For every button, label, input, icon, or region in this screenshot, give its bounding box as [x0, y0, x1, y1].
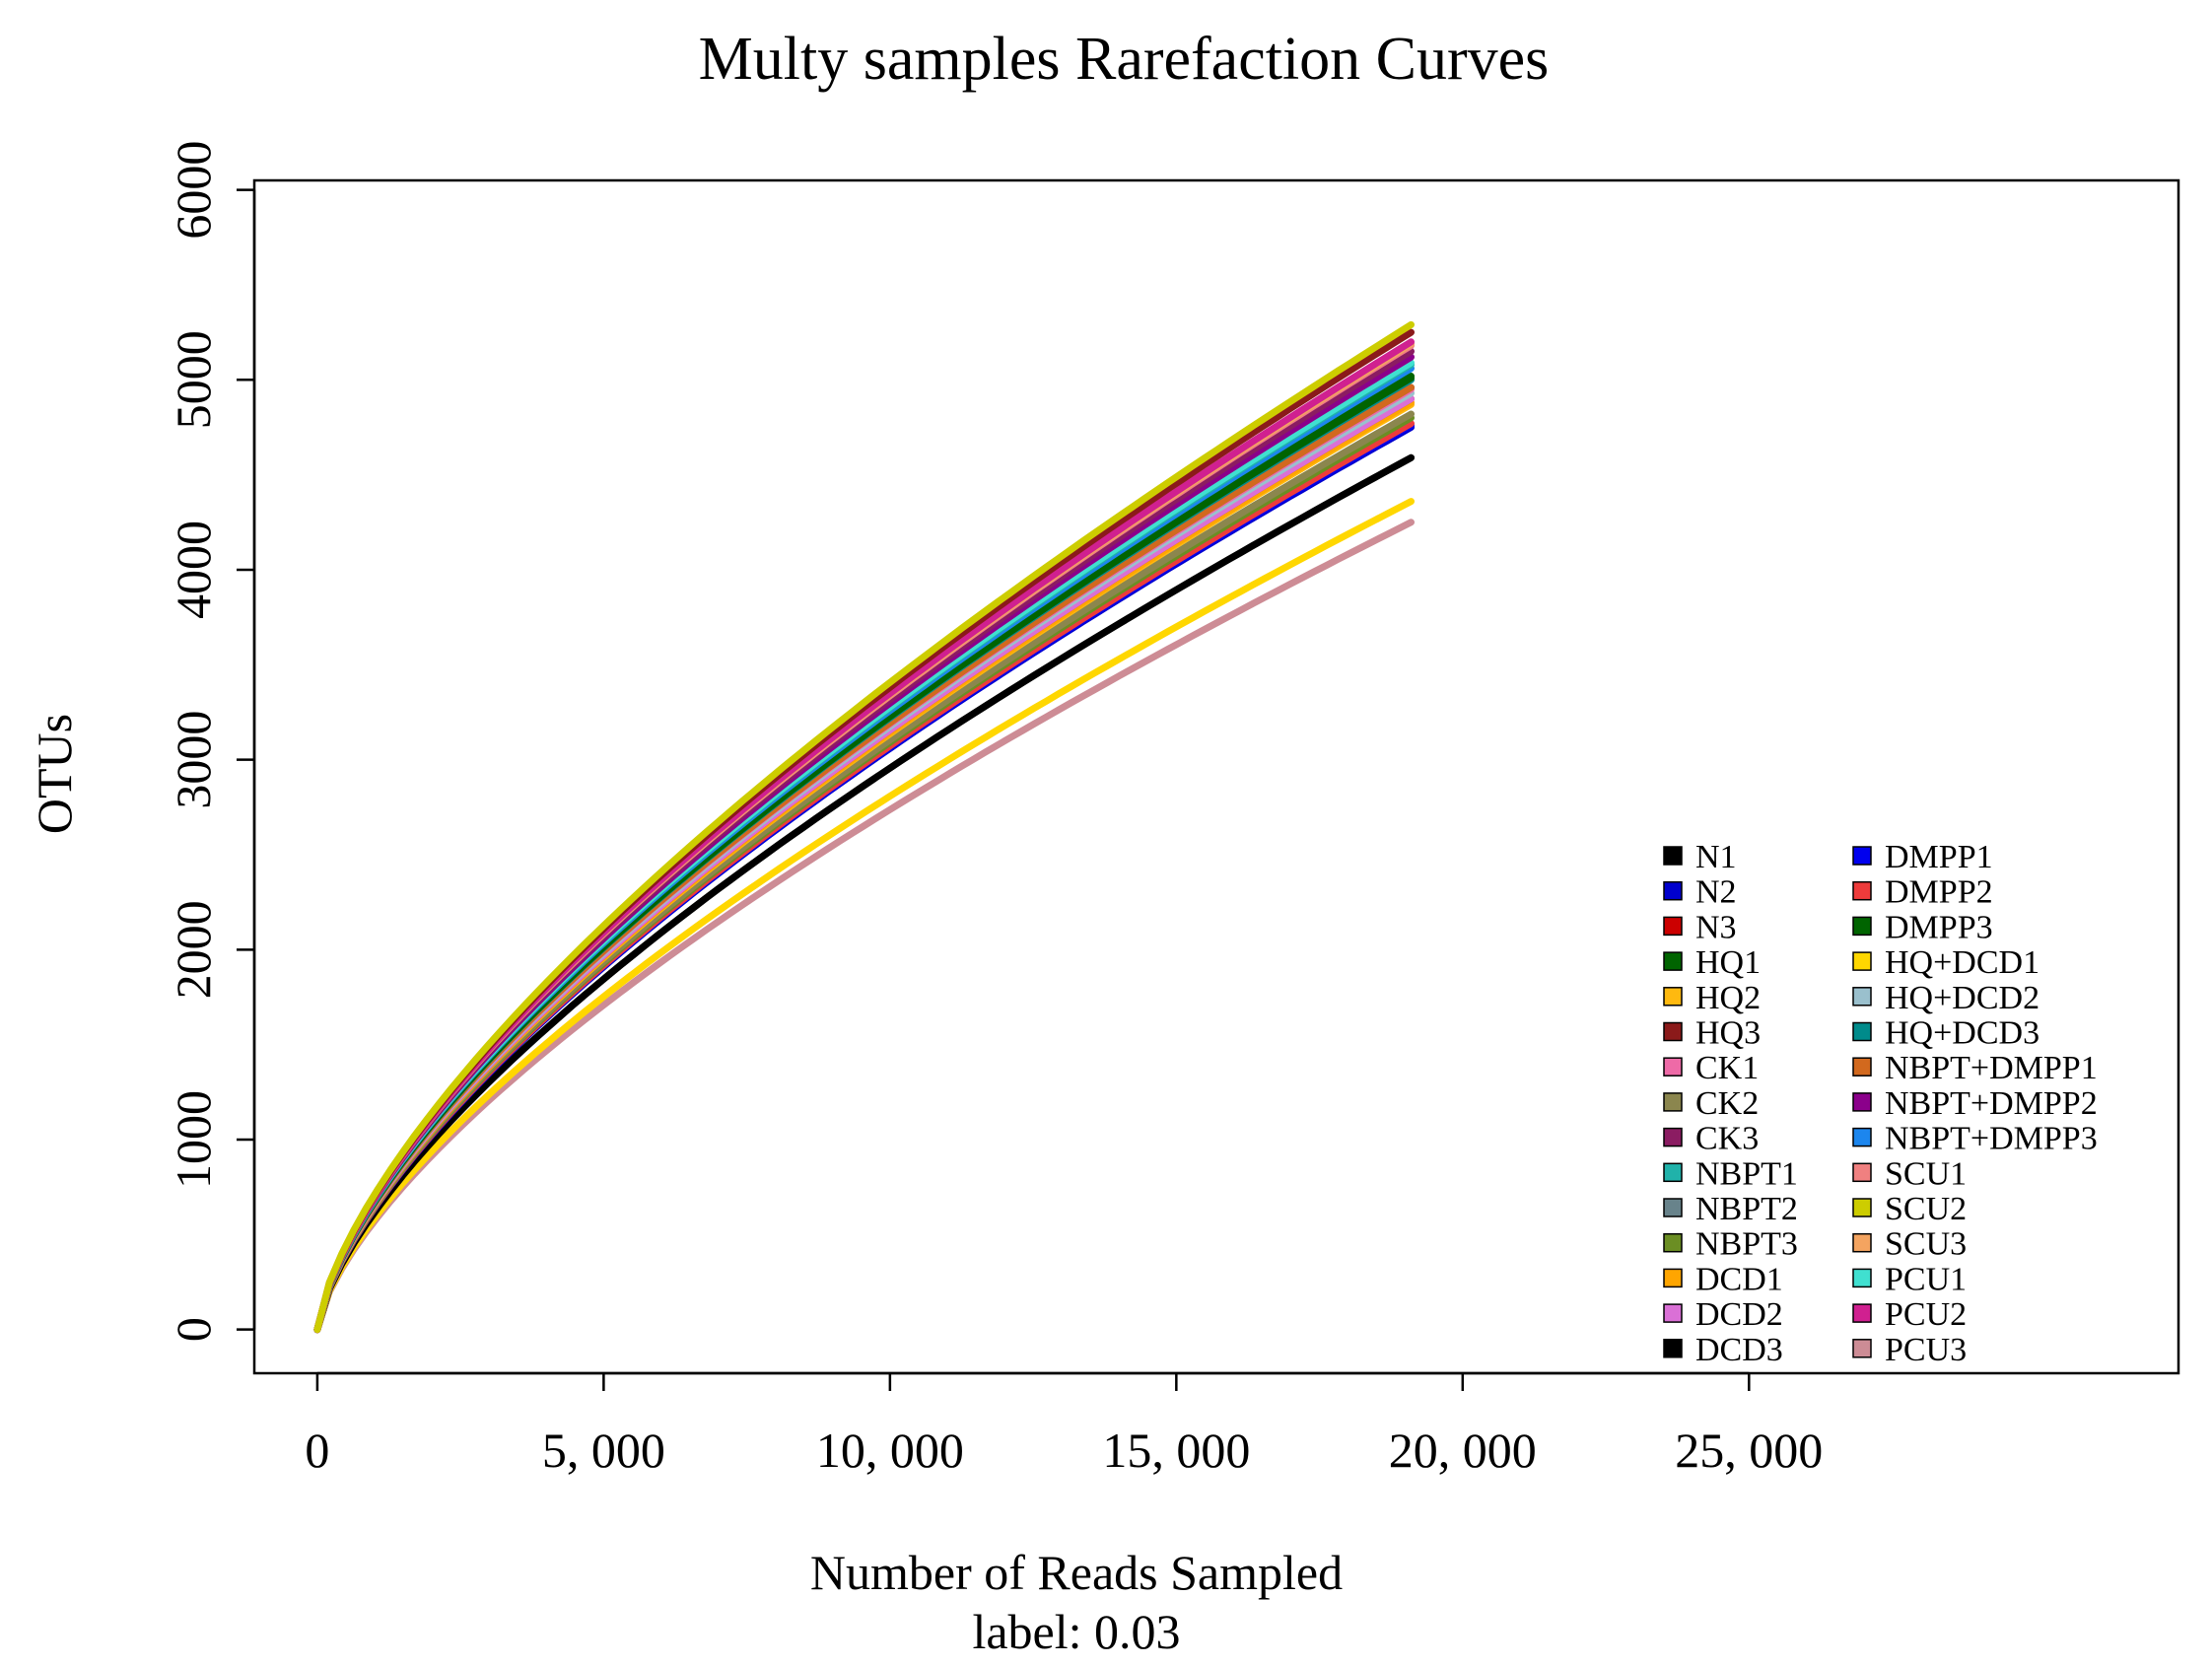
legend-swatch [1663, 951, 1683, 971]
legend-swatch [1663, 1021, 1683, 1042]
legend-swatch [1663, 1162, 1683, 1183]
legend-swatch [1663, 916, 1683, 937]
x-axis: 0 5, 000 10, 000 15, 000 20, 000 25, 000 [305, 1371, 1823, 1478]
legend-label: HQ2 [1695, 980, 1761, 1016]
curve-SCU2 [313, 320, 1415, 1334]
legend-label: N2 [1695, 874, 1737, 911]
legend-swatch [1852, 987, 1872, 1007]
y-tick-label: 3000 [166, 711, 221, 809]
curve-NBPT+DMPP1 [313, 383, 1415, 1334]
legend-swatch [1852, 1021, 1872, 1042]
legend-swatch [1852, 1303, 1872, 1323]
legend-swatch [1852, 1339, 1872, 1358]
legend-swatch [1663, 1303, 1683, 1323]
curve-DCD2 [313, 395, 1415, 1334]
legend-label: SCU1 [1885, 1155, 1967, 1192]
curve-HQ+DCD2 [313, 389, 1415, 1334]
y-tick-label: 6000 [166, 141, 221, 240]
legend-swatch [1663, 1268, 1683, 1288]
y-tick-label: 0 [166, 1317, 221, 1342]
legend-swatch [1663, 987, 1683, 1007]
legend-label: CK3 [1695, 1121, 1759, 1157]
legend-swatch [1663, 1092, 1683, 1112]
curve-DCD1 [313, 398, 1415, 1334]
legend-label: DMPP2 [1885, 874, 1993, 911]
legend-swatch [1852, 846, 1872, 866]
legend-label: NBPT2 [1695, 1191, 1798, 1227]
legend: N1N2N3HQ1HQ2HQ3CK1CK2CK3NBPT1NBPT2NBPT3D… [1663, 839, 2098, 1368]
legend-swatch [1852, 880, 1872, 901]
y-axis: 0 1000 2000 3000 4000 5000 6000 [166, 141, 256, 1342]
legend-label: HQ+DCD1 [1885, 944, 2039, 981]
curves-group [313, 320, 1415, 1334]
legend-label: CK1 [1695, 1050, 1759, 1086]
curve-HQ+DCD1 [313, 498, 1415, 1334]
legend-label: PCU2 [1885, 1296, 1967, 1333]
legend-label: NBPT+DMPP3 [1885, 1121, 2098, 1157]
x-axis-sublabel: label: 0.03 [972, 1604, 1180, 1659]
y-tick-label: 2000 [166, 900, 221, 999]
x-axis-label: Number of Reads Sampled [810, 1545, 1343, 1600]
legend-swatch [1852, 1198, 1872, 1217]
legend-swatch [1663, 1127, 1683, 1147]
legend-label: DCD2 [1695, 1296, 1783, 1333]
legend-label: HQ+DCD2 [1885, 980, 2039, 1016]
legend-label: DCD1 [1695, 1261, 1783, 1297]
legend-label: HQ3 [1695, 1015, 1761, 1052]
legend-label: NBPT+DMPP2 [1885, 1085, 2098, 1122]
legend-swatch [1852, 1127, 1872, 1147]
legend-label: SCU2 [1885, 1191, 1967, 1227]
x-tick-label: 25, 000 [1675, 1423, 1823, 1478]
x-tick-label: 15, 000 [1102, 1423, 1250, 1478]
curve-N3 [313, 395, 1415, 1334]
y-tick-label: 4000 [166, 521, 221, 619]
legend-label: CK2 [1695, 1085, 1759, 1122]
curve-HQ2 [313, 400, 1415, 1334]
legend-label: NBPT3 [1695, 1226, 1798, 1263]
legend-label: SCU3 [1885, 1226, 1967, 1263]
legend-label: NBPT+DMPP1 [1885, 1050, 2098, 1086]
curve-CK1 [313, 385, 1415, 1334]
legend-swatch [1852, 1092, 1872, 1112]
legend-swatch [1852, 1162, 1872, 1183]
legend-label: HQ1 [1695, 944, 1761, 981]
legend-label: HQ+DCD3 [1885, 1015, 2039, 1052]
y-axis-label: OTUs [27, 714, 82, 834]
curve-N2 [313, 424, 1415, 1334]
legend-swatch [1663, 846, 1683, 866]
x-tick-label: 5, 000 [542, 1423, 665, 1478]
x-tick-label: 0 [305, 1423, 329, 1478]
legend-swatch [1852, 951, 1872, 971]
legend-swatch [1663, 880, 1683, 901]
legend-label: PCU1 [1885, 1261, 1967, 1297]
legend-label: DMPP3 [1885, 909, 1993, 945]
curve-NBPT3 [313, 414, 1415, 1334]
y-tick-label: 5000 [166, 330, 221, 429]
legend-label: N3 [1695, 909, 1737, 945]
curve-PCU3 [313, 519, 1415, 1334]
y-tick-label: 1000 [166, 1090, 221, 1189]
legend-label: DCD3 [1695, 1332, 1783, 1368]
curve-DCD3 [313, 453, 1415, 1334]
legend-swatch [1663, 1057, 1683, 1077]
legend-swatch [1852, 1232, 1872, 1253]
legend-label: PCU3 [1885, 1332, 1967, 1368]
legend-swatch [1663, 1339, 1683, 1358]
legend-swatch [1663, 1232, 1683, 1253]
legend-swatch [1852, 916, 1872, 937]
curve-DMPP1 [313, 422, 1415, 1334]
legend-swatch [1852, 1268, 1872, 1288]
legend-label: NBPT1 [1695, 1155, 1798, 1192]
legend-swatch [1852, 1057, 1872, 1077]
x-tick-label: 10, 000 [816, 1423, 964, 1478]
x-tick-label: 20, 000 [1389, 1423, 1537, 1478]
curve-NBPT2 [313, 383, 1415, 1334]
legend-label: DMPP1 [1885, 839, 1993, 875]
legend-swatch [1663, 1198, 1683, 1217]
chart-title: Multy samples Rarefaction Curves [699, 26, 1550, 93]
legend-label: N1 [1695, 839, 1737, 875]
curve-DMPP2 [313, 420, 1415, 1334]
